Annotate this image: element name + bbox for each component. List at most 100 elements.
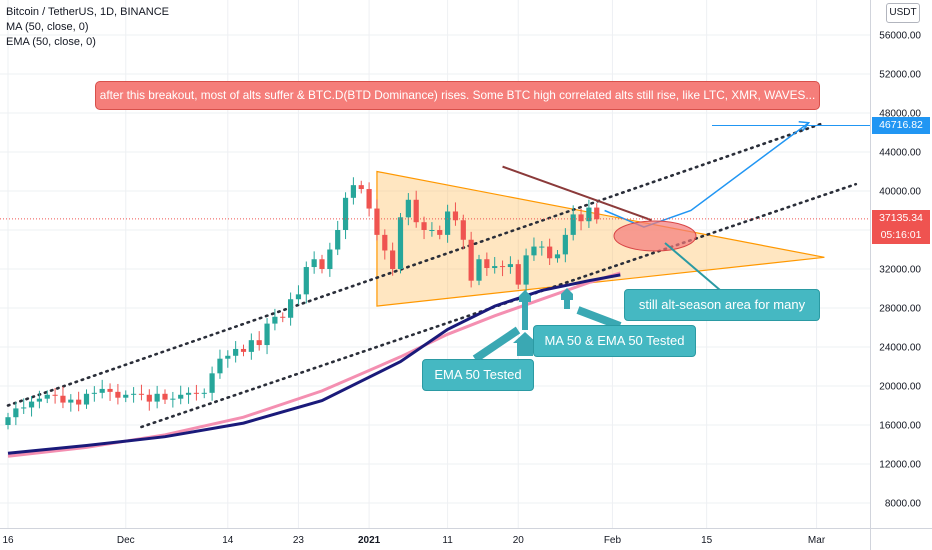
time-axis[interactable]: 16 Dec 14 23 2021 11 20 Feb 15 Mar [0,528,932,547]
candle-body [319,259,325,269]
x-tick-label: 14 [222,535,234,546]
symbol-title[interactable]: Bitcoin / TetherUS, 1D, BINANCE [6,6,170,18]
x-tick-label: 20 [513,535,525,546]
y-tick-label: 24000.00 [879,343,921,354]
candle-body [484,259,490,269]
candle-body [507,264,513,268]
y-tick-label: 44000.00 [879,148,921,159]
ema-indicator-label[interactable]: EMA (50, close, 0) [6,36,96,48]
candle-body [115,391,121,398]
candle-body [452,211,459,221]
candle-body [170,398,176,400]
ema-tested-callout[interactable]: EMA 50 Tested [422,359,534,391]
candle-body [138,393,145,395]
candle-body [327,249,333,269]
y-tick-label: 48000.00 [879,109,921,120]
candle-body [28,401,35,408]
y-tick-label: 32000.00 [879,265,921,276]
candle-body [350,185,356,198]
candle-body [91,392,97,394]
x-tick-label: 16 [2,535,14,546]
candle-body [178,394,184,399]
candle-body [154,393,160,402]
candle-body [554,254,561,259]
countdown-tag: 05:16:01 [872,227,930,245]
candle-body [562,234,568,255]
current-price-tag: 37135.34 [872,210,930,228]
candle-body [295,294,302,300]
candle-body [515,264,521,285]
candle-body [60,395,66,403]
candle-body [303,267,309,295]
x-tick-label: Dec [117,535,135,546]
candle-body [131,393,137,395]
candle-body [342,197,349,230]
candle-body [429,230,435,231]
drawing-overlay [0,121,870,363]
candle-body [233,348,239,356]
y-tick-label: 12000.00 [879,460,921,471]
candle-body [21,407,27,409]
candle-body [547,246,553,259]
candle-body [217,358,223,374]
candle-body [248,340,254,352]
candle-body [437,230,443,235]
candle-body [492,266,498,269]
candle-body [44,394,50,399]
breakout-note-callout[interactable]: after this breakout, most of alts suffer… [95,81,820,110]
candle-body [225,355,231,359]
ema-tested-pointer [472,326,521,363]
upper-channel-line [6,121,826,407]
candle-body [52,394,58,396]
candle-body [280,316,286,318]
x-tick-label: 11 [442,535,453,546]
candle-body [405,199,411,218]
candle-body [36,398,42,402]
y-tick-label: 8000.00 [885,499,922,510]
candle-body [272,316,278,324]
indicator-lines [7,271,621,458]
candle-body [13,408,19,418]
ma-indicator-label[interactable]: MA (50, close, 0) [6,21,89,33]
candle-body [586,207,592,222]
candle-body [99,388,105,393]
candle-body [288,299,294,318]
candle-body [311,259,317,268]
y-tick-label: 52000.00 [879,70,921,81]
breakout-zone-ellipse [613,220,697,252]
candle-body [185,392,192,395]
candle-body [460,220,466,240]
candle-body [335,230,341,250]
chart-legend: Bitcoin / TetherUS, 1D, BINANCE MA (50, … [6,5,169,50]
candle-body [390,250,396,269]
candle-body [499,266,506,268]
target-price-tag: 46716.82 [872,117,930,134]
ma-ema-tested-callout[interactable]: MA 50 & EMA 50 Tested [533,325,696,357]
ma-ema-pointer [576,306,622,330]
candle-body [209,373,215,393]
y-tick-label: 28000.00 [879,304,921,315]
ma-50-line [7,273,621,455]
alt-season-callout[interactable]: still alt-season area for many [624,289,820,321]
candle-body [594,207,600,220]
ema-tested-arrowhead [519,290,531,302]
chart-grid [0,0,870,528]
candle-body [256,340,262,346]
price-axis[interactable]: 56000.00 52000.00 48000.00 44000.00 40000.00… [870,0,922,550]
candle-body [5,417,11,425]
candle-body [366,189,372,209]
candle-body [68,399,74,403]
candle-body [382,234,388,251]
currency-button[interactable]: USDT [886,3,920,23]
x-tick-label: Mar [808,535,826,546]
candle-body [240,348,247,352]
candle-body [162,393,168,400]
y-tick-label: 56000.00 [879,31,921,42]
candle-body [76,399,82,405]
candle-body [146,394,152,402]
candle-body [570,214,576,235]
candle-body [193,392,199,394]
candle-body [123,394,129,398]
candle-body [83,393,90,405]
